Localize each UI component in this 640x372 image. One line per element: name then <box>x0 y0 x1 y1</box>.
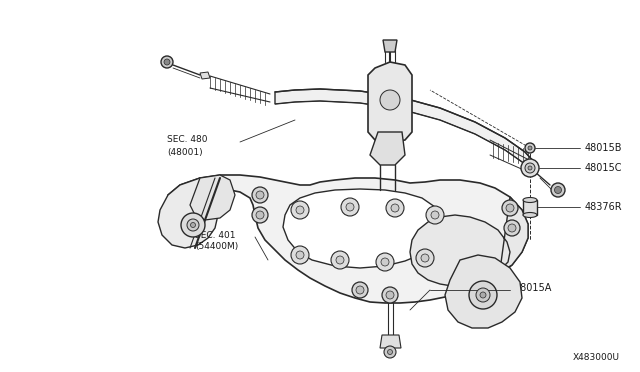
Circle shape <box>382 287 398 303</box>
Polygon shape <box>190 175 235 220</box>
Circle shape <box>256 191 264 199</box>
Circle shape <box>356 286 364 294</box>
Circle shape <box>181 213 205 237</box>
Polygon shape <box>283 189 442 268</box>
Circle shape <box>187 219 199 231</box>
Text: SEC. 480: SEC. 480 <box>167 135 207 144</box>
Circle shape <box>380 90 400 110</box>
Circle shape <box>161 56 173 68</box>
Circle shape <box>416 249 434 267</box>
Circle shape <box>331 251 349 269</box>
Circle shape <box>525 163 535 173</box>
Circle shape <box>391 204 399 212</box>
Text: X483000U: X483000U <box>573 353 620 362</box>
Polygon shape <box>445 255 522 328</box>
Circle shape <box>525 143 535 153</box>
Polygon shape <box>370 132 405 165</box>
Circle shape <box>431 211 439 219</box>
Circle shape <box>164 59 170 65</box>
Circle shape <box>291 246 309 264</box>
Circle shape <box>384 346 396 358</box>
Circle shape <box>346 203 354 211</box>
Circle shape <box>480 292 486 298</box>
Circle shape <box>341 198 359 216</box>
Text: (48001): (48001) <box>167 148 203 157</box>
Text: 48376R: 48376R <box>585 202 623 212</box>
Circle shape <box>506 204 514 212</box>
Text: 48015A: 48015A <box>515 283 552 293</box>
Circle shape <box>252 187 268 203</box>
Circle shape <box>296 251 304 259</box>
Circle shape <box>528 166 532 170</box>
Circle shape <box>256 211 264 219</box>
Polygon shape <box>158 178 218 248</box>
Polygon shape <box>168 175 528 303</box>
Polygon shape <box>380 335 401 348</box>
Circle shape <box>469 281 497 309</box>
Text: SEC. 401: SEC. 401 <box>195 231 236 240</box>
Circle shape <box>252 207 268 223</box>
Circle shape <box>376 253 394 271</box>
Ellipse shape <box>523 198 537 202</box>
Text: (54400M): (54400M) <box>195 243 238 251</box>
Text: 48015C: 48015C <box>585 163 623 173</box>
Circle shape <box>551 183 565 197</box>
Circle shape <box>386 199 404 217</box>
Circle shape <box>191 222 195 228</box>
Polygon shape <box>368 62 412 143</box>
Circle shape <box>476 288 490 302</box>
Polygon shape <box>275 89 535 172</box>
Circle shape <box>521 159 539 177</box>
Circle shape <box>426 206 444 224</box>
Circle shape <box>296 206 304 214</box>
Circle shape <box>504 220 520 236</box>
Ellipse shape <box>523 212 537 218</box>
Polygon shape <box>410 197 528 286</box>
Circle shape <box>381 258 389 266</box>
Polygon shape <box>523 200 537 215</box>
Text: 48015B: 48015B <box>585 143 623 153</box>
Circle shape <box>528 146 532 150</box>
Circle shape <box>291 201 309 219</box>
Circle shape <box>386 291 394 299</box>
Circle shape <box>352 282 368 298</box>
Circle shape <box>387 350 392 355</box>
Circle shape <box>421 254 429 262</box>
Circle shape <box>336 256 344 264</box>
Circle shape <box>508 224 516 232</box>
Polygon shape <box>383 40 397 52</box>
Polygon shape <box>200 72 210 79</box>
Circle shape <box>554 186 561 193</box>
Circle shape <box>502 200 518 216</box>
